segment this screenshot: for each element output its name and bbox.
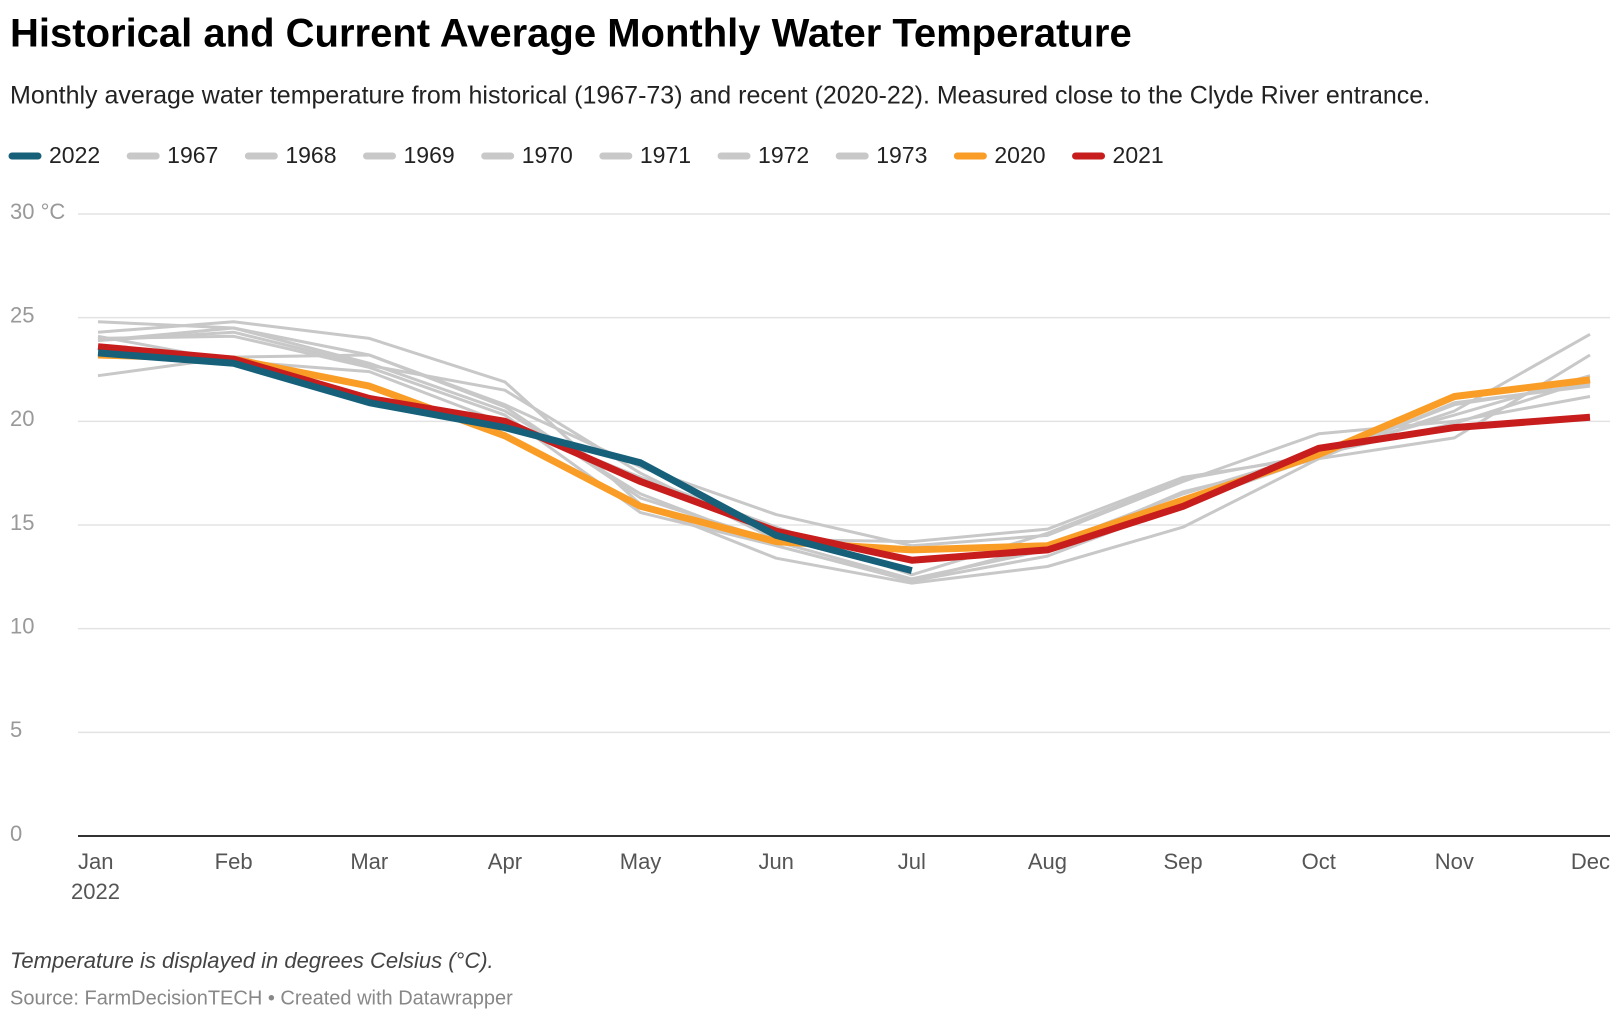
y-tick-label: 5 bbox=[10, 717, 22, 742]
legend-label: 2021 bbox=[1113, 142, 1164, 168]
x-tick-label: Nov bbox=[1435, 849, 1474, 874]
y-tick-label: 0 bbox=[10, 821, 22, 846]
legend-label: 2020 bbox=[994, 142, 1045, 168]
series-line bbox=[97, 353, 1591, 548]
x-tick-label: Dec bbox=[1571, 849, 1610, 874]
y-tick-label: 15 bbox=[10, 510, 34, 535]
y-tick-label: 25 bbox=[10, 302, 34, 327]
legend-label: 1970 bbox=[522, 142, 573, 168]
legend-label: 1967 bbox=[167, 142, 218, 168]
note: Temperature is displayed in degrees Cels… bbox=[10, 948, 494, 973]
source: Source: FarmDecisionTECH • Created with … bbox=[10, 987, 513, 1009]
series-line bbox=[97, 343, 1591, 564]
x-year-label: 2022 bbox=[71, 879, 120, 904]
x-tick-label: Jun bbox=[758, 849, 793, 874]
x-tick-label: Jul bbox=[898, 849, 926, 874]
x-tick-label: Aug bbox=[1028, 849, 1067, 874]
legend-label: 1969 bbox=[404, 142, 455, 168]
y-tick-label: 20 bbox=[10, 406, 34, 431]
x-tick-label: Oct bbox=[1302, 849, 1336, 874]
y-tick-label: 10 bbox=[10, 613, 34, 638]
legend-label: 1972 bbox=[758, 142, 809, 168]
x-tick-label: Apr bbox=[488, 849, 522, 874]
y-tick-label: 30 °C bbox=[10, 199, 65, 224]
series-line bbox=[97, 320, 1591, 585]
legend-label: 1973 bbox=[876, 142, 927, 168]
chart-title: Historical and Current Average Monthly W… bbox=[10, 12, 1132, 56]
series-line bbox=[97, 349, 913, 574]
legend-label: 2022 bbox=[49, 142, 100, 168]
chart-subtitle: Monthly average water temperature from h… bbox=[10, 82, 1430, 110]
x-tick-label: Jan bbox=[78, 849, 113, 874]
x-tick-label: Sep bbox=[1164, 849, 1203, 874]
x-tick-label: May bbox=[620, 849, 662, 874]
x-tick-label: Feb bbox=[215, 849, 253, 874]
series-line bbox=[97, 334, 1591, 577]
legend-label: 1968 bbox=[285, 142, 336, 168]
legend-label: 1971 bbox=[640, 142, 691, 168]
x-tick-label: Mar bbox=[350, 849, 388, 874]
